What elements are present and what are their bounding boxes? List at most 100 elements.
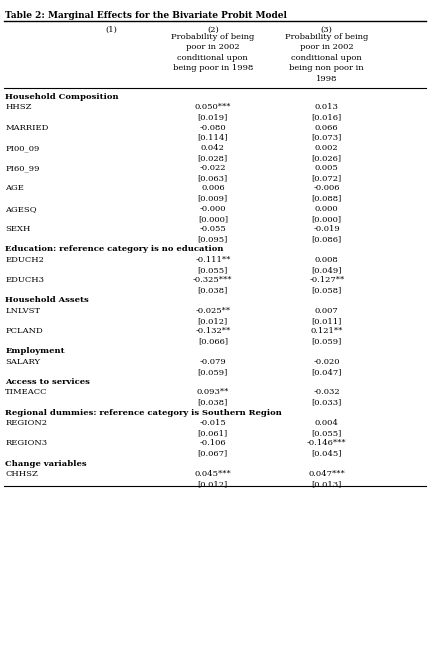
Text: CHHSZ: CHHSZ xyxy=(5,470,38,478)
Text: poor in 2002: poor in 2002 xyxy=(300,43,353,51)
Text: PI60_99: PI60_99 xyxy=(5,164,40,172)
Text: [0.026]: [0.026] xyxy=(312,154,342,162)
Text: [0.033]: [0.033] xyxy=(312,398,342,407)
Text: [0.019]: [0.019] xyxy=(198,113,228,122)
Text: Table 2: Marginal Effects for the Bivariate Probit Model: Table 2: Marginal Effects for the Bivari… xyxy=(5,11,287,20)
Text: [0.012]: [0.012] xyxy=(198,317,228,325)
Text: -0.032: -0.032 xyxy=(313,388,340,396)
Text: Regional dummies: reference category is Southern Region: Regional dummies: reference category is … xyxy=(5,409,282,417)
Text: AGE: AGE xyxy=(5,184,24,192)
Text: [0.000]: [0.000] xyxy=(312,215,342,223)
Text: Employment: Employment xyxy=(5,347,65,355)
Text: 0.007: 0.007 xyxy=(315,307,339,315)
Text: [0.067]: [0.067] xyxy=(198,449,228,458)
Text: [0.059]: [0.059] xyxy=(312,337,342,345)
Text: being poor in 1998: being poor in 1998 xyxy=(173,64,253,72)
Text: Education: reference category is no education: Education: reference category is no educ… xyxy=(5,245,224,253)
Text: -0.106: -0.106 xyxy=(200,439,226,447)
Text: -0.006: -0.006 xyxy=(313,184,340,192)
Text: [0.114]: [0.114] xyxy=(197,133,228,142)
Text: [0.072]: [0.072] xyxy=(312,174,342,182)
Text: conditional upon: conditional upon xyxy=(178,54,248,61)
Text: [0.055]: [0.055] xyxy=(198,266,228,274)
Text: REGION3: REGION3 xyxy=(5,439,47,447)
Text: [0.038]: [0.038] xyxy=(198,398,228,407)
Text: -0.000: -0.000 xyxy=(200,205,226,213)
Text: 0.050***: 0.050*** xyxy=(195,103,231,111)
Text: (3): (3) xyxy=(321,26,333,33)
Text: [0.066]: [0.066] xyxy=(198,337,228,345)
Text: -0.025**: -0.025** xyxy=(195,307,230,315)
Text: being non poor in: being non poor in xyxy=(289,64,364,72)
Text: [0.059]: [0.059] xyxy=(198,368,228,376)
Text: EDUCH3: EDUCH3 xyxy=(5,276,44,284)
Text: 0.008: 0.008 xyxy=(315,256,339,264)
Text: -0.127**: -0.127** xyxy=(309,276,344,284)
Text: [0.049]: [0.049] xyxy=(312,266,342,274)
Text: [0.028]: [0.028] xyxy=(198,154,228,162)
Text: -0.111**: -0.111** xyxy=(195,256,230,264)
Text: [0.009]: [0.009] xyxy=(198,194,228,203)
Text: conditional upon: conditional upon xyxy=(292,54,362,61)
Text: 0.002: 0.002 xyxy=(315,144,338,152)
Text: -0.325***: -0.325*** xyxy=(193,276,233,284)
Text: PCLAND: PCLAND xyxy=(5,327,43,335)
Text: [0.088]: [0.088] xyxy=(312,194,342,203)
Text: [0.058]: [0.058] xyxy=(312,286,342,294)
Text: Access to services: Access to services xyxy=(5,378,90,386)
Text: AGESQ: AGESQ xyxy=(5,205,37,213)
Text: SALARY: SALARY xyxy=(5,358,40,366)
Text: -0.022: -0.022 xyxy=(200,164,226,172)
Text: [0.013]: [0.013] xyxy=(312,480,342,489)
Text: Household Assets: Household Assets xyxy=(5,296,89,304)
Text: 0.006: 0.006 xyxy=(201,184,224,192)
Text: poor in 2002: poor in 2002 xyxy=(186,43,240,51)
Text: TIMEACC: TIMEACC xyxy=(5,388,48,396)
Text: LNLVST: LNLVST xyxy=(5,307,40,315)
Text: [0.012]: [0.012] xyxy=(198,480,228,489)
Text: [0.073]: [0.073] xyxy=(312,133,342,142)
Text: Change variables: Change variables xyxy=(5,460,87,468)
Text: MARRIED: MARRIED xyxy=(5,124,49,131)
Text: -0.055: -0.055 xyxy=(200,225,226,233)
Text: [0.055]: [0.055] xyxy=(312,429,342,438)
Text: -0.132**: -0.132** xyxy=(195,327,230,335)
Text: 0.042: 0.042 xyxy=(201,144,225,152)
Text: 0.066: 0.066 xyxy=(315,124,338,131)
Text: 0.047***: 0.047*** xyxy=(308,470,345,478)
Text: PI00_09: PI00_09 xyxy=(5,144,40,152)
Text: Household Composition: Household Composition xyxy=(5,93,119,101)
Text: [0.000]: [0.000] xyxy=(198,215,228,223)
Text: [0.095]: [0.095] xyxy=(198,235,228,243)
Text: -0.080: -0.080 xyxy=(200,124,226,131)
Text: 0.045***: 0.045*** xyxy=(194,470,231,478)
Text: -0.146***: -0.146*** xyxy=(307,439,347,447)
Text: 0.013: 0.013 xyxy=(315,103,339,111)
Text: HHSZ: HHSZ xyxy=(5,103,32,111)
Text: -0.015: -0.015 xyxy=(200,419,226,427)
Text: Probability of being: Probability of being xyxy=(171,33,255,41)
Text: EDUCH2: EDUCH2 xyxy=(5,256,44,264)
Text: 0.005: 0.005 xyxy=(315,164,339,172)
Text: [0.016]: [0.016] xyxy=(312,113,342,122)
Text: Probability of being: Probability of being xyxy=(285,33,369,41)
Text: [0.047]: [0.047] xyxy=(312,368,342,376)
Text: -0.020: -0.020 xyxy=(313,358,340,366)
Text: -0.019: -0.019 xyxy=(313,225,340,233)
Text: (2): (2) xyxy=(207,26,219,33)
Text: [0.038]: [0.038] xyxy=(198,286,228,294)
Text: SEXH: SEXH xyxy=(5,225,31,233)
Text: [0.086]: [0.086] xyxy=(312,235,342,243)
Text: [0.061]: [0.061] xyxy=(198,429,228,438)
Text: 0.093**: 0.093** xyxy=(197,388,229,396)
Text: 0.004: 0.004 xyxy=(315,419,339,427)
Text: [0.045]: [0.045] xyxy=(312,449,342,458)
Text: REGION2: REGION2 xyxy=(5,419,47,427)
Text: (1): (1) xyxy=(106,26,118,33)
Text: [0.063]: [0.063] xyxy=(198,174,228,182)
Text: 1998: 1998 xyxy=(316,75,338,82)
Text: 0.000: 0.000 xyxy=(315,205,338,213)
Text: -0.079: -0.079 xyxy=(200,358,226,366)
Text: [0.011]: [0.011] xyxy=(312,317,342,325)
Text: 0.121**: 0.121** xyxy=(310,327,343,335)
